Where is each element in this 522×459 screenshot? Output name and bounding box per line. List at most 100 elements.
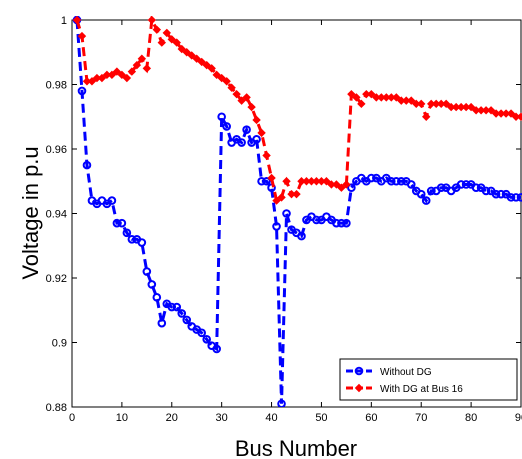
x-tick-label: 90 xyxy=(515,412,522,424)
data-point xyxy=(177,309,187,318)
data-point xyxy=(421,196,431,205)
data-point xyxy=(112,67,122,76)
x-tick-label: 0 xyxy=(69,412,75,424)
data-point xyxy=(137,54,147,63)
data-point xyxy=(386,176,396,186)
data-point xyxy=(207,64,216,73)
data-point xyxy=(217,73,226,83)
data-point xyxy=(72,16,82,25)
y-tick-label: 0.96 xyxy=(46,144,67,156)
data-point xyxy=(312,215,321,225)
data-point xyxy=(461,180,471,189)
data-point xyxy=(516,112,522,121)
y-axis: 0.88 0.9 0.92 0.94 0.96 0.98 1 xyxy=(46,15,521,414)
data-point xyxy=(142,267,152,276)
data-point xyxy=(127,235,137,244)
data-point xyxy=(157,38,167,47)
data-point xyxy=(107,70,117,80)
data-point xyxy=(441,99,451,109)
data-point xyxy=(486,106,496,115)
data-point xyxy=(97,73,107,83)
data-point xyxy=(511,193,521,202)
data-point xyxy=(147,16,157,25)
x-tick-label: 60 xyxy=(365,412,377,424)
data-point xyxy=(392,93,401,102)
data-point xyxy=(197,57,206,67)
data-point xyxy=(367,173,376,183)
legend: Without DG With DG at Bus 16 xyxy=(339,358,518,401)
data-point xyxy=(237,96,246,105)
data-point xyxy=(87,77,97,86)
data-point xyxy=(122,228,132,238)
data-point xyxy=(122,73,132,83)
data-point xyxy=(506,193,516,202)
data-point xyxy=(436,183,446,192)
data-point xyxy=(197,328,207,338)
data-point xyxy=(516,193,522,202)
data-point xyxy=(322,177,331,186)
data-point xyxy=(252,115,261,125)
data-point xyxy=(416,189,426,199)
data-point xyxy=(297,231,306,241)
data-point xyxy=(182,315,192,325)
x-tick-label: 30 xyxy=(216,412,228,424)
data-point xyxy=(267,173,276,183)
data-point xyxy=(147,280,157,289)
legend-marker xyxy=(354,383,364,393)
y-tick-label: 0.9 xyxy=(52,338,67,350)
x-tick-label: 10 xyxy=(116,412,128,424)
data-point xyxy=(426,186,436,196)
data-point xyxy=(262,176,271,186)
data-point xyxy=(167,302,177,312)
data-point xyxy=(337,218,346,228)
data-point xyxy=(272,196,281,205)
series-layer xyxy=(72,16,522,407)
data-point xyxy=(117,218,127,228)
data-point xyxy=(292,189,301,199)
y-tick-label: 0.98 xyxy=(46,80,67,92)
x-tick-label: 40 xyxy=(265,412,277,424)
data-point xyxy=(407,96,416,105)
data-point xyxy=(471,183,481,192)
data-point xyxy=(202,334,211,344)
x-tick-label: 20 xyxy=(166,412,178,424)
data-point xyxy=(422,112,431,121)
data-point xyxy=(466,102,476,112)
data-point xyxy=(217,112,226,122)
x-tick-label: 70 xyxy=(415,412,427,424)
data-point xyxy=(177,44,186,54)
data-point xyxy=(132,60,142,70)
data-point xyxy=(237,138,246,147)
data-point xyxy=(77,31,87,41)
data-point xyxy=(391,176,401,186)
data-point xyxy=(257,176,266,186)
data-point xyxy=(242,125,251,134)
data-point xyxy=(152,25,162,34)
data-point xyxy=(212,344,221,354)
legend-box xyxy=(339,358,518,401)
data-point xyxy=(277,193,286,202)
data-point xyxy=(481,186,491,196)
data-point xyxy=(187,51,196,60)
data-point xyxy=(232,89,241,99)
data-point xyxy=(352,93,361,102)
data-point xyxy=(182,48,191,57)
data-point xyxy=(342,180,351,189)
data-point xyxy=(192,54,201,63)
data-point xyxy=(227,83,236,92)
data-point xyxy=(332,180,341,189)
data-point xyxy=(506,109,516,118)
data-point xyxy=(257,128,266,138)
x-axis-title: Bus Number xyxy=(235,436,357,459)
data-point xyxy=(496,189,506,199)
y-tick-label: 0.94 xyxy=(46,209,67,221)
series-line xyxy=(75,19,521,404)
data-point xyxy=(282,177,291,186)
data-point xyxy=(162,28,171,38)
data-point xyxy=(491,189,501,199)
data-point xyxy=(337,183,346,192)
data-point xyxy=(172,38,181,47)
data-point xyxy=(272,222,281,231)
data-point xyxy=(342,218,351,228)
data-point xyxy=(417,99,426,109)
